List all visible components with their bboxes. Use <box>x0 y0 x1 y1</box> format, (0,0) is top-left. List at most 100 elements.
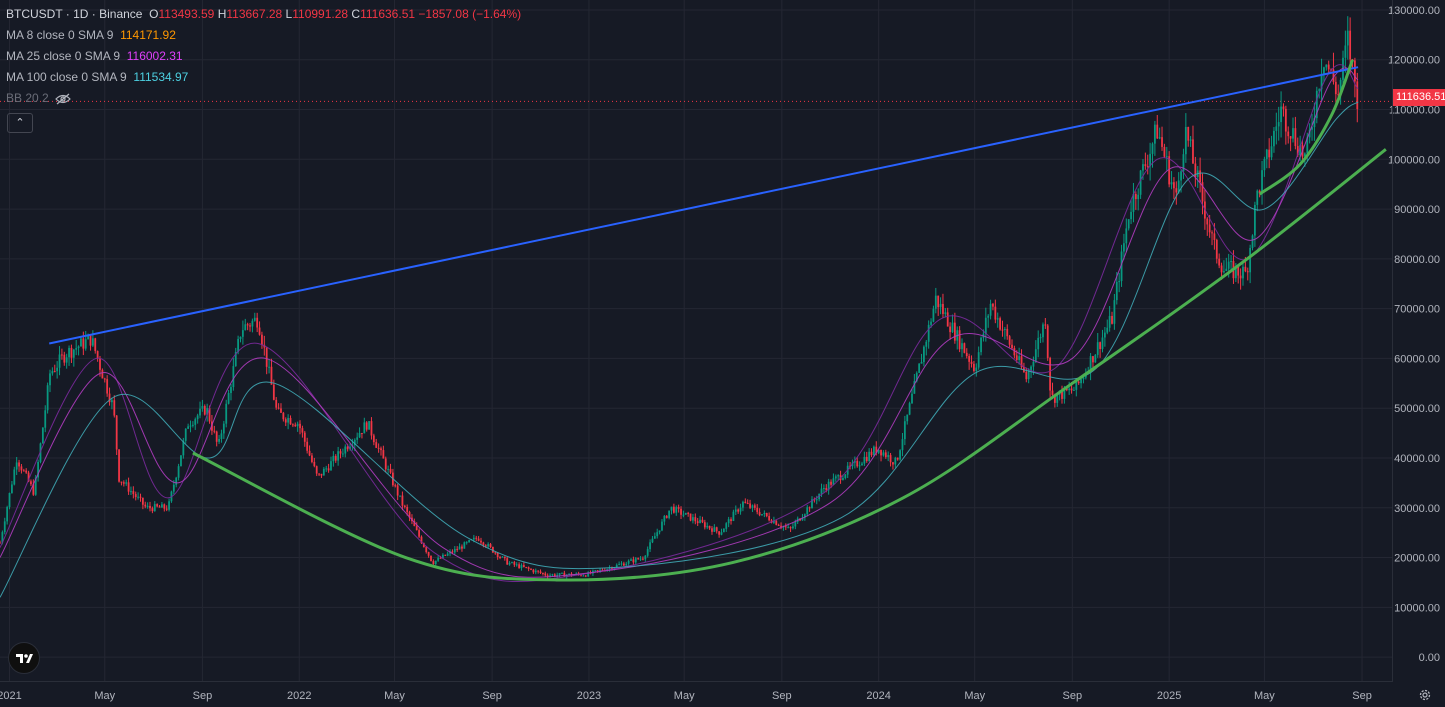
candle-body <box>513 562 516 565</box>
candle-body <box>380 448 382 451</box>
candle-body <box>656 532 659 537</box>
candle-body <box>901 439 904 451</box>
candle-body <box>6 507 9 522</box>
candle-body <box>701 519 704 523</box>
candle-body <box>725 523 728 529</box>
candle-body <box>1192 139 1194 164</box>
candle-body <box>1213 233 1216 240</box>
x-tick-label: Sep <box>193 690 213 702</box>
candle-body <box>430 555 432 562</box>
candle-body <box>930 321 932 325</box>
candle-body <box>1208 224 1211 233</box>
y-tick-label: 40000.00 <box>1394 453 1440 465</box>
candle-body <box>1287 131 1290 137</box>
candle-body <box>91 338 94 346</box>
candle-body <box>675 507 678 513</box>
candle-body <box>880 449 882 456</box>
ma-line <box>0 67 1359 578</box>
candle-body <box>815 499 818 501</box>
candle-body <box>896 457 899 460</box>
candle-body <box>161 504 163 508</box>
candle-body <box>772 520 775 523</box>
candle-body <box>834 476 837 479</box>
candle-body <box>758 512 761 516</box>
ma100-row[interactable]: MA 100 close 0 SMA 9 111534.97 <box>6 67 521 88</box>
candle-body <box>973 363 975 371</box>
candle-body <box>627 560 630 564</box>
candle-body <box>1211 232 1213 234</box>
candle-body <box>499 557 501 559</box>
candle-body <box>453 548 456 553</box>
candle-body <box>703 522 706 528</box>
candle-body <box>1125 228 1128 244</box>
candle-body <box>663 515 666 522</box>
candle-body <box>1130 211 1132 220</box>
candle-body <box>720 532 723 535</box>
candle-body <box>208 408 211 422</box>
candle-body <box>330 461 332 471</box>
candle-body <box>865 456 868 462</box>
symbol-label[interactable]: BTCUSDT · 1D · Binance <box>6 7 143 21</box>
candle-body <box>801 517 804 521</box>
candle-body <box>80 338 82 347</box>
candle-body <box>620 563 623 565</box>
candle-body <box>1139 170 1142 195</box>
candle-body <box>401 495 404 506</box>
candle-body <box>677 507 680 509</box>
candle-body <box>82 338 85 349</box>
candle-body <box>134 494 137 498</box>
candle-body <box>708 525 711 529</box>
candle-body <box>768 516 771 521</box>
candle-body <box>132 491 135 495</box>
candle-body <box>699 519 701 524</box>
ma100-label: MA 100 close 0 SMA 9 <box>6 70 127 84</box>
candle-body <box>899 450 901 460</box>
candle-body <box>1215 239 1218 259</box>
candle-body <box>172 484 175 492</box>
candle-body <box>1037 337 1040 350</box>
candle-body <box>951 322 954 333</box>
candle-body <box>1153 124 1156 144</box>
candle-body <box>287 417 290 423</box>
collapse-legend-button[interactable]: ⌃ <box>7 113 33 133</box>
candle-body <box>684 512 687 515</box>
candle-body <box>153 504 156 512</box>
candle-body <box>537 570 540 572</box>
candle-body <box>803 514 806 518</box>
tradingview-logo[interactable] <box>8 642 40 674</box>
candle-body <box>665 515 668 518</box>
candle-body <box>1032 361 1035 367</box>
candle-body <box>1015 355 1018 361</box>
bb-row[interactable]: BB 20 2 <box>6 88 521 109</box>
candle-body <box>634 558 637 563</box>
x-tick-label: 2023 <box>577 690 601 702</box>
candle-body <box>868 451 871 462</box>
candle-body <box>396 485 399 496</box>
candle-body <box>1156 124 1159 139</box>
candle-body <box>1115 281 1118 301</box>
candle-body <box>141 497 144 505</box>
candle-body <box>696 521 699 524</box>
y-tick-label: 0.00 <box>1419 652 1440 664</box>
candle-body <box>518 564 521 569</box>
candle-body <box>1334 81 1337 95</box>
eye-off-icon[interactable] <box>54 93 71 105</box>
candle-body <box>1008 336 1011 345</box>
ma25-row[interactable]: MA 25 close 0 SMA 9 116002.31 <box>6 46 521 67</box>
candle-body <box>875 446 878 453</box>
candle-body <box>72 349 75 358</box>
time-axis[interactable] <box>0 681 1393 707</box>
candle-body <box>1068 388 1071 391</box>
ma8-row[interactable]: MA 8 close 0 SMA 9 114171.92 <box>6 25 521 46</box>
candle-body <box>20 466 23 471</box>
gear-icon[interactable] <box>1418 688 1432 702</box>
price-axis[interactable] <box>1392 0 1445 682</box>
candle-body <box>1049 357 1052 391</box>
candle-body <box>37 461 39 478</box>
candle-body <box>761 514 763 516</box>
candle-body <box>1053 394 1056 403</box>
candle-body <box>944 312 947 314</box>
candle-body <box>84 339 87 349</box>
candle-body <box>420 536 423 544</box>
